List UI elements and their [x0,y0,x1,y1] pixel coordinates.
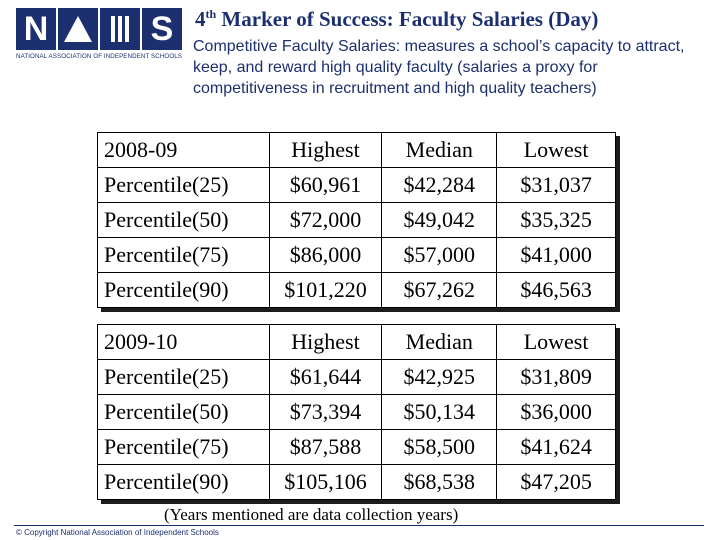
row-label: Percentile(25) [97,167,270,203]
footnote: (Years mentioned are data collection yea… [164,505,459,524]
table-year-cell: 2009-10 [97,324,270,360]
page-title: 4th Marker of Success: Faculty Salaries … [195,7,598,32]
highest-cell: $72,000 [268,202,383,238]
logo-letter-n: N [16,8,56,50]
lowest-cell: $46,563 [496,272,616,308]
table-row: Percentile(50) $72,000 $49,042 $35,325 [97,202,616,238]
table-header-row: 2008-09 Highest Median Lowest [97,132,616,168]
footer-divider [14,525,704,526]
lowest-cell: $31,809 [496,359,616,395]
highest-cell: $105,106 [268,464,383,500]
median-cell: $42,925 [381,359,498,395]
highest-cell: $101,220 [268,272,383,308]
logo-bar [111,16,115,42]
copyright-footer: © Copyright National Association of Inde… [16,528,219,537]
highest-cell: $60,961 [268,167,383,203]
median-cell: $58,500 [381,429,498,465]
median-cell: $67,262 [381,272,498,308]
column-header-highest: Highest [268,132,383,168]
row-label: Percentile(75) [97,237,270,273]
highest-cell: $86,000 [268,237,383,273]
highest-cell: $61,644 [268,359,383,395]
column-header-median: Median [381,132,498,168]
table-row: Percentile(90) $105,106 $68,538 $47,205 [97,464,616,500]
logo-bar [125,16,129,42]
row-label: Percentile(75) [97,429,270,465]
salary-table-2009-10: 2009-10 Highest Median Lowest Percentile… [97,324,616,500]
median-cell: $57,000 [381,237,498,273]
table-row: Percentile(25) $60,961 $42,284 $31,037 [97,167,616,203]
highest-cell: $73,394 [268,394,383,430]
row-label: Percentile(50) [97,202,270,238]
page-subtitle: Competitive Faculty Salaries: measures a… [193,38,685,97]
logo-bar [118,16,122,42]
column-header-median: Median [381,324,498,360]
logo-triangle-icon [64,16,92,42]
lowest-cell: $35,325 [496,202,616,238]
lowest-cell: $47,205 [496,464,616,500]
column-header-highest: Highest [268,324,383,360]
median-cell: $49,042 [381,202,498,238]
logo-letter-i [100,8,140,50]
row-label: Percentile(90) [97,272,270,308]
median-cell: $42,284 [381,167,498,203]
logo-caption: NATIONAL ASSOCIATION OF INDEPENDENT SCHO… [16,53,183,60]
row-label: Percentile(90) [97,464,270,500]
salary-table-2008-09: 2008-09 Highest Median Lowest Percentile… [97,132,616,308]
logo-letter-s: S [142,8,182,50]
logo-bars-icon [111,16,129,42]
column-header-lowest: Lowest [496,324,616,360]
table-year-cell: 2008-09 [97,132,270,168]
lowest-cell: $41,000 [496,237,616,273]
median-cell: $68,538 [381,464,498,500]
table-row: Percentile(75) $86,000 $57,000 $41,000 [97,237,616,273]
column-header-lowest: Lowest [496,132,616,168]
nais-logo: N A S NATIONAL ASSOCIATION OF INDEPENDEN… [16,8,184,64]
title-text: Marker of Success: Faculty Salaries (Day… [216,7,599,31]
logo-letter-a: A [58,8,98,50]
title-ordinal-suffix: th [205,7,217,21]
logo-blocks: N A S [16,8,184,50]
title-number: 4 [195,7,206,31]
row-label: Percentile(25) [97,359,270,395]
table-row: Percentile(90) $101,220 $67,262 $46,563 [97,272,616,308]
table-row: Percentile(50) $73,394 $50,134 $36,000 [97,394,616,430]
row-label: Percentile(50) [97,394,270,430]
lowest-cell: $31,037 [496,167,616,203]
highest-cell: $87,588 [268,429,383,465]
table-row: Percentile(25) $61,644 $42,925 $31,809 [97,359,616,395]
median-cell: $50,134 [381,394,498,430]
lowest-cell: $36,000 [496,394,616,430]
table-header-row: 2009-10 Highest Median Lowest [97,324,616,360]
table-row: Percentile(75) $87,588 $58,500 $41,624 [97,429,616,465]
lowest-cell: $41,624 [496,429,616,465]
